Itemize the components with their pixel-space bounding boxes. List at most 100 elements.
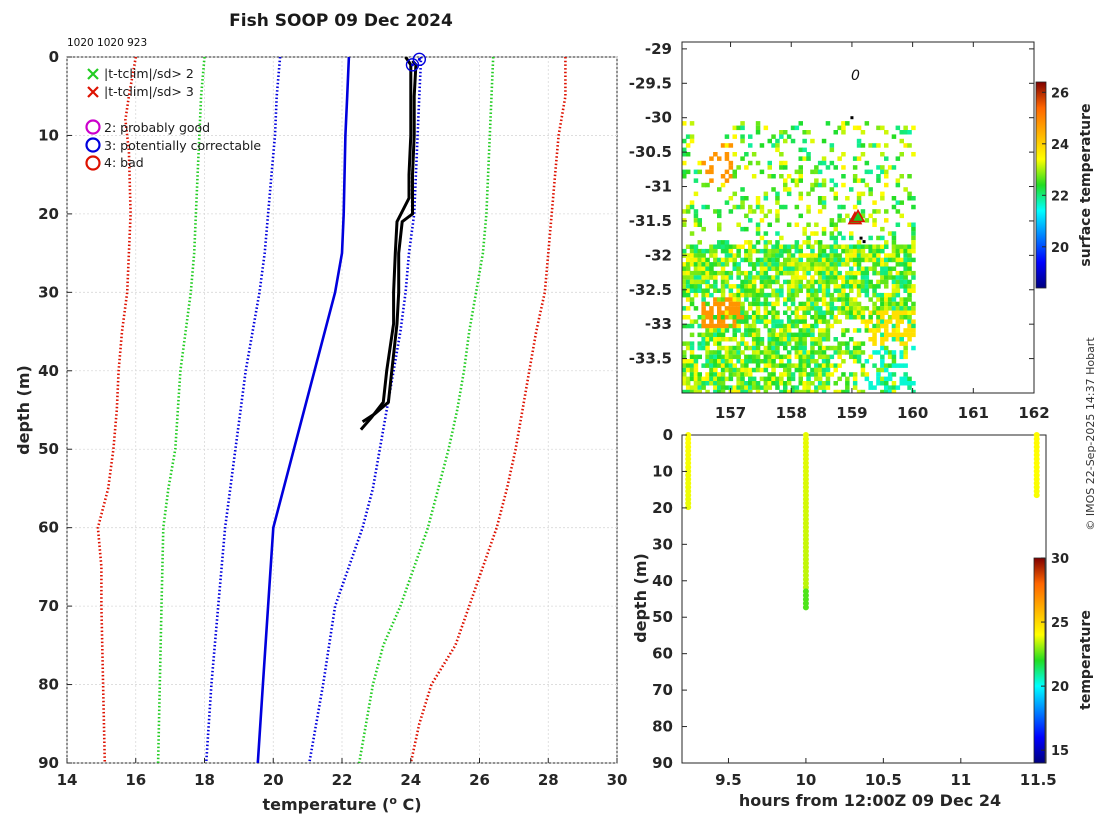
sst-pixel: [833, 306, 838, 311]
sst-pixel: [759, 169, 765, 175]
sst-pixel: [728, 376, 734, 382]
sst-pixel: [872, 266, 877, 271]
sst-pixel: [872, 257, 877, 263]
sst-pixel: [852, 204, 858, 210]
sst-pixel: [841, 182, 846, 188]
sst-pixel: [767, 292, 772, 298]
sst-pixel: [856, 288, 862, 293]
sst-pixel: [829, 147, 835, 153]
sst-pixel: [786, 174, 792, 179]
sst-pixel: [852, 376, 858, 382]
sst-pixel: [755, 319, 761, 324]
sst-pixel: [899, 354, 904, 360]
sst-pixel: [895, 332, 901, 338]
sst-pixel: [841, 389, 846, 393]
sst-pixel: [767, 345, 772, 351]
sst-pixel: [701, 310, 706, 315]
sst-pixel: [829, 266, 835, 271]
sst-pixel: [779, 372, 784, 377]
sst-pixel: [880, 248, 885, 254]
sst-pixel: [806, 389, 811, 393]
sst-pixel: [790, 310, 796, 315]
sst-pixel: [740, 187, 745, 192]
sst-pixel: [744, 275, 749, 280]
sst-pixel: [849, 266, 854, 271]
sst-pixel: [759, 270, 765, 276]
sst-pixel: [783, 328, 788, 333]
sst-pixel: [821, 310, 827, 315]
sst-pixel: [794, 169, 800, 175]
sst-pixel: [825, 306, 831, 311]
qc-markers: [405, 52, 427, 72]
sst-pixel: [880, 279, 885, 285]
sst-pixel: [903, 248, 908, 254]
sst-pixel: [825, 354, 831, 360]
sst-pixel: [732, 266, 737, 271]
sst-pixel: [763, 196, 769, 201]
sst-pixel: [775, 147, 780, 153]
sst-pixel: [709, 178, 714, 183]
sst-pixel: [724, 200, 730, 205]
sst-pixel: [763, 266, 769, 271]
y-tick-label: -29.5: [629, 74, 672, 92]
sst-pixel: [821, 337, 827, 342]
sst-pixel: [887, 270, 893, 276]
sst-pixel: [821, 345, 827, 351]
sst-pixel: [880, 323, 885, 329]
sst-pixel: [763, 248, 769, 254]
sst-pixel: [864, 218, 870, 223]
sst-pixel: [798, 262, 803, 267]
sst-pixel: [724, 337, 730, 342]
sst-pixel: [845, 270, 850, 276]
sst-pixel: [717, 240, 722, 245]
sst-pixel: [763, 257, 769, 263]
sst-pixel: [740, 363, 745, 368]
y-tick-label: 60: [38, 519, 59, 537]
sst-pixel: [786, 279, 792, 285]
sst-pixel: [837, 244, 842, 249]
sst-pixel: [693, 306, 699, 311]
sst-pixel: [903, 301, 908, 307]
sst-pixel: [682, 138, 687, 144]
sst-pixel: [872, 244, 877, 249]
sst-pixel: [705, 389, 710, 393]
sst-pixel: [899, 284, 904, 289]
sst-pixel: [829, 160, 835, 166]
sst-pixel: [895, 306, 901, 311]
sst-pixel: [682, 270, 687, 276]
sst-pixel: [860, 310, 866, 315]
sst-pixel: [786, 367, 792, 373]
sst-pixel: [786, 288, 792, 293]
sst-pixel: [771, 301, 776, 307]
legend-item-bad: 4: bad: [85, 155, 144, 171]
sst-pixel: [786, 262, 792, 267]
sst-pixel: [852, 279, 858, 285]
sst-pixel: [751, 341, 757, 346]
sst-pixel: [911, 125, 916, 131]
sst-pixel: [713, 372, 718, 377]
sst-pixel: [790, 297, 796, 302]
sst-pixel: [751, 284, 757, 289]
sst-pixel: [911, 301, 916, 307]
sst-pixel: [759, 319, 765, 324]
sst-pixel: [771, 350, 776, 355]
sst-pixel: [849, 257, 854, 263]
sst-pixel: [701, 345, 706, 351]
sst-pixel: [724, 253, 730, 258]
sst-pixel: [907, 253, 912, 258]
sst-pixel: [806, 372, 811, 377]
sst-pixel: [740, 134, 745, 139]
sst-pixel: [907, 385, 912, 390]
sst-pixel: [685, 253, 691, 258]
sst-pixel: [709, 169, 714, 175]
sst-pixel: [790, 319, 796, 324]
sst-pixel: [884, 257, 889, 263]
sst-pixel: [821, 389, 827, 393]
sst-pixel: [763, 376, 769, 382]
sst-pixel: [907, 244, 912, 249]
sst-pixel: [868, 297, 873, 302]
sst-pixel: [736, 372, 741, 377]
sst-pixel: [732, 262, 737, 267]
sst-pixel: [732, 310, 737, 315]
sst-pixel: [856, 156, 862, 161]
